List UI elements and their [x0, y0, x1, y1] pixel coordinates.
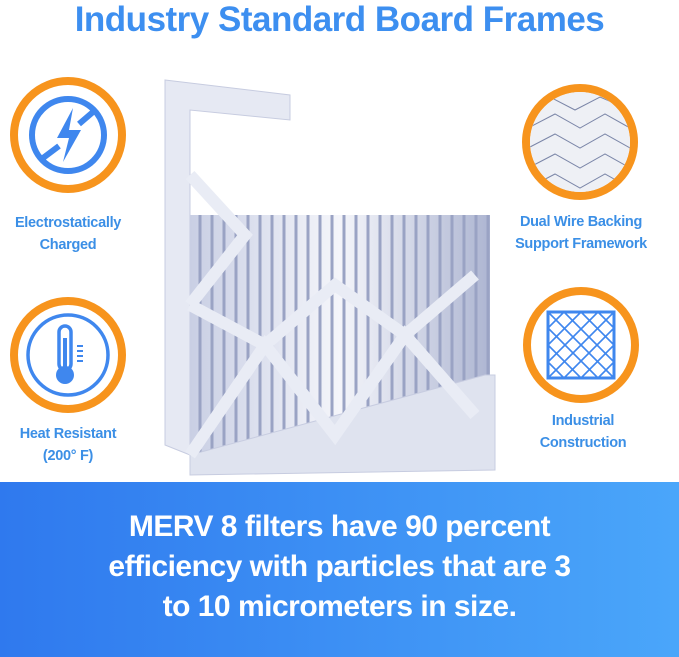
label-line: Construction — [539, 435, 627, 451]
label-line: Support Framework — [515, 236, 647, 252]
wire-backing-badge — [522, 84, 638, 200]
label-line: Industrial — [551, 413, 615, 429]
lightning-bolt-crossed-icon — [29, 96, 107, 174]
air-filter-image — [164, 79, 496, 476]
label-line: Heat Resistant — [19, 426, 117, 442]
feature-label-heat: Heat Resistant (200° F) — [0, 423, 153, 467]
label-line: (200° F) — [42, 448, 94, 464]
label-line: Dual Wire Backing — [519, 214, 643, 230]
thermometer-icon — [26, 313, 110, 397]
grid-frame-icon — [546, 310, 616, 380]
banner-line: MERV 8 filters have 90 percent — [128, 510, 551, 543]
label-line: Electrostatically — [14, 215, 122, 231]
feature-label-industrial: Industrial Construction — [498, 410, 668, 454]
info-banner: MERV 8 filters have 90 percent efficienc… — [0, 482, 679, 657]
page-title: Industry Standard Board Frames — [74, 0, 605, 39]
label-line: Charged — [39, 237, 97, 253]
banner-line: to 10 micrometers in size. — [162, 590, 517, 623]
feature-label-wire: Dual Wire Backing Support Framework — [496, 211, 666, 255]
feature-label-electrostatic: Electrostatically Charged — [0, 212, 153, 256]
wire-mesh-photo-icon — [530, 92, 630, 192]
electrostatic-badge — [10, 77, 126, 193]
heat-resistant-badge — [10, 297, 126, 413]
banner-text: MERV 8 filters have 90 percent efficienc… — [0, 507, 679, 627]
banner-line: efficiency with particles that are 3 — [108, 550, 571, 583]
industrial-badge — [523, 287, 639, 403]
